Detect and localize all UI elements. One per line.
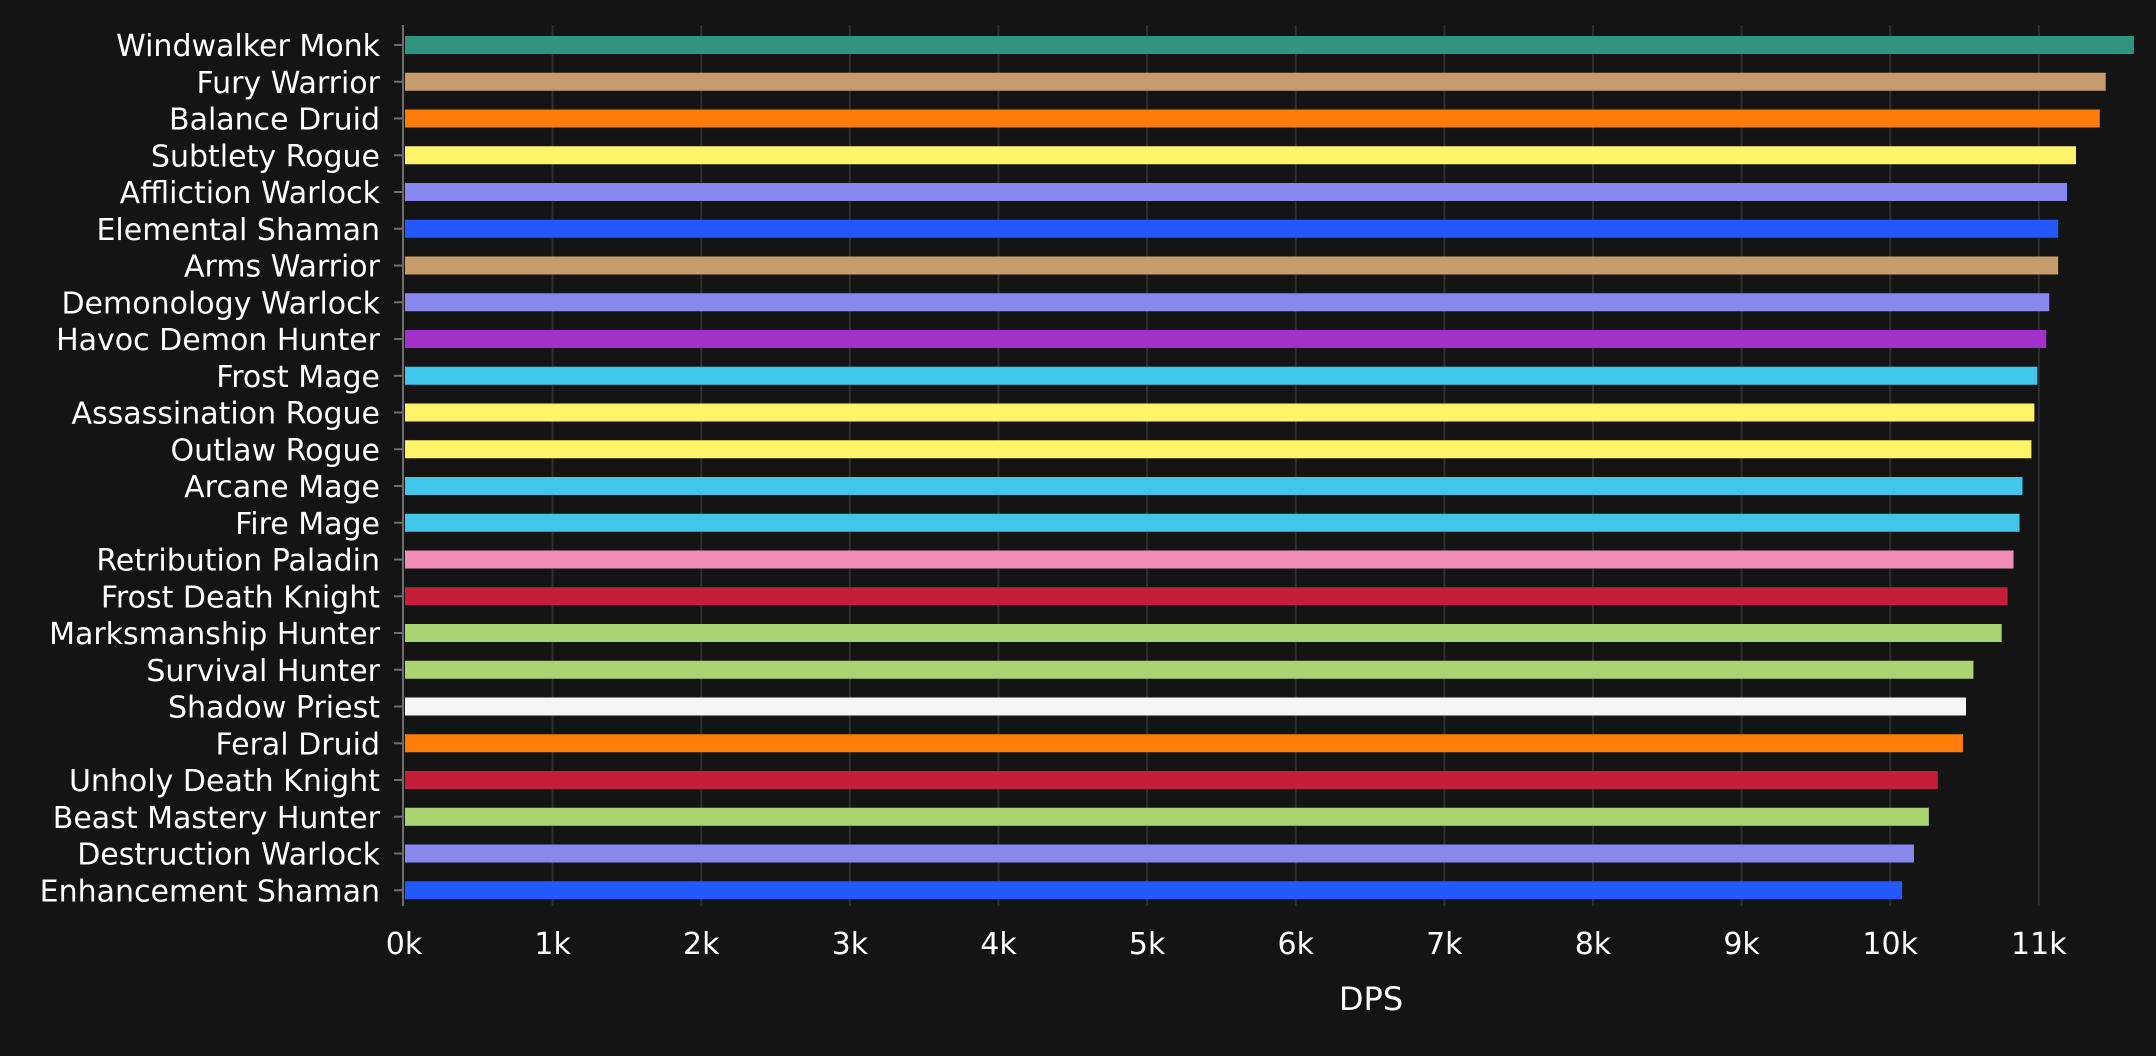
category-label-destruction-warlock: Destruction Warlock [77, 838, 380, 873]
bar-demonology-warlock [405, 293, 2050, 312]
grid-layer [551, 25, 2040, 906]
category-label-frost-death-knight: Frost Death Knight [101, 580, 380, 615]
category-label-shadow-priest: Shadow Priest [168, 691, 380, 726]
x-tick-label-3k: 3k [832, 927, 869, 962]
x-axis-title: DPS [1339, 980, 1403, 1018]
category-label-subtlety-rogue: Subtlety Rogue [151, 139, 380, 174]
category-label-arcane-mage: Arcane Mage [184, 470, 380, 505]
x-tick-label-8k: 8k [1575, 927, 1612, 962]
bar-enhancement-shaman [405, 881, 1903, 900]
bar-frost-mage [405, 366, 2038, 385]
category-label-frost-mage: Frost Mage [216, 360, 380, 395]
category-label-affliction-warlock: Affliction Warlock [120, 176, 381, 211]
bar-retribution-paladin [405, 550, 2014, 569]
x-tick-label-11k: 11k [2011, 927, 2067, 962]
x-tick-label-9k: 9k [1723, 927, 1760, 962]
category-label-feral-druid: Feral Druid [216, 727, 381, 762]
category-label-elemental-shaman: Elemental Shaman [96, 213, 380, 248]
x-tick-label-2k: 2k [683, 927, 720, 962]
bar-destruction-warlock [405, 844, 1914, 863]
axis-layer [394, 25, 404, 906]
label-layer: 0k 1k 2k 3k 4k 5k 6k 7k 8k 9k 10k 11k Windwalker Mon… [40, 29, 2068, 962]
x-tick-label-6k: 6k [1277, 927, 1314, 962]
bar-assassination-rogue [405, 403, 2035, 422]
bar-layer [405, 36, 2134, 900]
category-label-marksmanship-hunter: Marksmanship Hunter [49, 617, 381, 652]
category-label-fury-warrior: Fury Warrior [196, 66, 380, 101]
bar-marksmanship-hunter [405, 624, 2002, 642]
bar-frost-death-knight [405, 587, 2008, 606]
bar-balance-druid [405, 109, 2100, 128]
category-label-retribution-paladin: Retribution Paladin [96, 544, 380, 579]
category-label-outlaw-rogue: Outlaw Rogue [170, 433, 380, 468]
x-tick-label-5k: 5k [1129, 927, 1166, 962]
bar-fury-warrior [405, 72, 2106, 91]
category-label-demonology-warlock: Demonology Warlock [61, 286, 380, 321]
bar-feral-druid [405, 734, 1964, 753]
bar-unholy-death-knight [405, 771, 1938, 789]
category-label-havoc-demon-hunter: Havoc Demon Hunter [56, 323, 381, 358]
bar-arms-warrior [405, 256, 2059, 275]
bar-shadow-priest [405, 697, 1966, 716]
bar-elemental-shaman [405, 219, 2059, 238]
category-label-unholy-death-knight: Unholy Death Knight [69, 764, 380, 799]
x-tick-label-4k: 4k [980, 927, 1017, 962]
bar-arcane-mage [405, 477, 2023, 495]
category-label-survival-hunter: Survival Hunter [146, 654, 380, 689]
bar-survival-hunter [405, 660, 1974, 679]
x-tick-label-10k: 10k [1862, 927, 1918, 962]
category-label-balance-druid: Balance Druid [169, 103, 380, 138]
bar-subtlety-rogue [405, 146, 2076, 165]
x-tick-label-7k: 7k [1426, 927, 1463, 962]
bar-affliction-warlock [405, 183, 2068, 201]
bar-fire-mage [405, 513, 2020, 532]
x-tick-label-1k: 1k [534, 927, 571, 962]
category-label-assassination-rogue: Assassination Rogue [71, 397, 380, 432]
bar-havoc-demon-hunter [405, 330, 2047, 348]
bar-beast-mastery-hunter [405, 807, 1929, 826]
category-label-windwalker-monk: Windwalker Monk [116, 29, 381, 64]
bar-outlaw-rogue [405, 440, 2032, 459]
x-tick-label-0k: 0k [386, 927, 423, 962]
category-label-fire-mage: Fire Mage [235, 507, 380, 542]
bar-windwalker-monk [405, 36, 2134, 54]
category-label-arms-warrior: Arms Warrior [184, 250, 381, 285]
category-label-enhancement-shaman: Enhancement Shaman [40, 874, 380, 909]
category-label-beast-mastery-hunter: Beast Mastery Hunter [53, 801, 381, 836]
